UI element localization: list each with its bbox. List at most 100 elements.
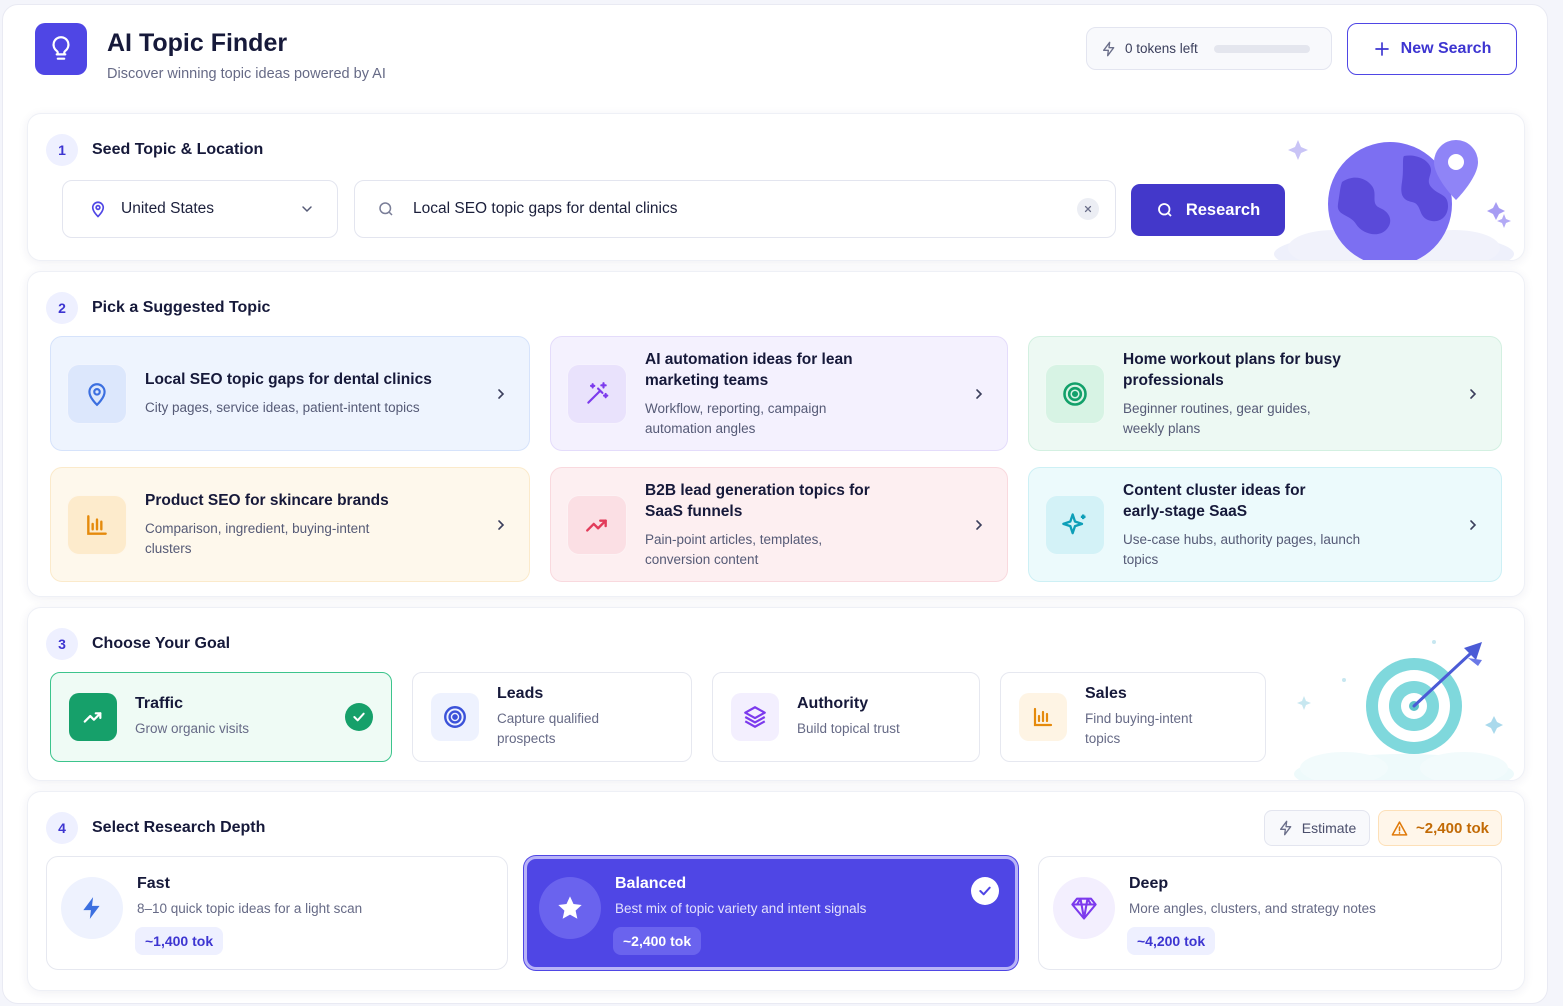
target-icon	[1063, 381, 1087, 406]
warning-icon	[1391, 820, 1408, 836]
lightning-icon	[83, 897, 100, 919]
topic-card[interactable]: B2B lead generation topics for SaaS funn…	[550, 467, 1008, 582]
globe-illustration	[1274, 140, 1514, 260]
topic-card[interactable]: Content cluster ideas for early-stage Sa…	[1028, 467, 1502, 582]
depth-token-cost: ~4,200 tok	[1127, 927, 1216, 955]
goal-description: Build topical trust	[797, 721, 900, 736]
goal-title: Leads	[497, 685, 544, 702]
topic-title: Product SEO for skincare brands	[145, 492, 389, 509]
selected-check	[971, 877, 999, 905]
depth-token-cost: ~2,400 tok	[613, 927, 702, 955]
step-number: 1	[46, 134, 78, 166]
location-value: United States	[121, 200, 215, 217]
topic-title: B2B lead generation topics for SaaS funn…	[645, 481, 870, 520]
step-title: Pick a Suggested Topic	[92, 299, 271, 316]
topic-title: AI automation ideas for lean marketing t…	[645, 350, 853, 389]
topic-description: Beginner routines, gear guides, weekly p…	[1123, 400, 1311, 436]
goal-card-traffic[interactable]: Traffic Grow organic visits	[50, 672, 392, 762]
research-depth-section: 4 Select Research Depth Estimate ~2,400 …	[27, 791, 1525, 991]
topic-description: Workflow, reporting, campaign automation…	[645, 400, 827, 436]
search-icon	[379, 202, 393, 216]
goal-card-leads[interactable]: Leads Capture qualified prospects	[412, 672, 692, 762]
new-search-button[interactable]: New Search	[1347, 23, 1517, 75]
depth-title: Balanced	[615, 875, 687, 892]
depth-description: More angles, clusters, and strategy note…	[1129, 901, 1376, 916]
lightning-icon	[1279, 820, 1292, 836]
close-icon	[1084, 205, 1092, 213]
app-title: AI Topic Finder	[107, 29, 288, 57]
lightning-icon	[1103, 41, 1115, 56]
trending-up-icon	[586, 518, 607, 532]
app-subtitle: Discover winning topic ideas powered by …	[107, 66, 386, 82]
step-number: 2	[46, 292, 78, 324]
app-logo	[35, 23, 87, 75]
search-icon	[1157, 203, 1172, 217]
topic-title: Content cluster ideas for early-stage Sa…	[1123, 481, 1306, 520]
goal-description: Grow organic visits	[135, 721, 250, 736]
topic-description: City pages, service ideas, patient-inten…	[145, 400, 420, 415]
topic-card[interactable]: Product SEO for skincare brands Comparis…	[50, 467, 530, 582]
goal-card-sales[interactable]: Sales Find buying-intent topics	[1000, 672, 1266, 762]
new-search-label: New Search	[1400, 40, 1492, 57]
check-icon	[353, 712, 365, 722]
map-pin-icon	[88, 382, 106, 406]
tokens-label: 0 tokens left	[1125, 41, 1198, 56]
chevron-down-icon	[302, 206, 312, 213]
goal-section: 3 Choose Your Goal Traffic Grow organic …	[27, 607, 1525, 781]
magic-wand-icon	[587, 381, 609, 404]
chevron-right-icon	[976, 388, 983, 399]
topic-card[interactable]: Home workout plans for busy professional…	[1028, 336, 1502, 451]
depth-card-fast[interactable]: Fast 8–10 quick topic ideas for a light …	[46, 856, 508, 970]
depth-description: 8–10 quick topic ideas for a light scan	[137, 901, 363, 916]
diamond-icon	[1071, 897, 1097, 920]
depth-token-cost: ~1,400 tok	[135, 927, 224, 955]
topic-description: Comparison, ingredient, buying-intent cl…	[145, 521, 370, 556]
topic-description: Pain-point articles, templates, conversi…	[645, 531, 823, 567]
research-button[interactable]: Research	[1131, 184, 1285, 236]
target-icon	[444, 706, 466, 728]
tokens-progress-bar	[1213, 44, 1310, 53]
depth-card-deep[interactable]: Deep More angles, clusters, and strategy…	[1038, 856, 1502, 970]
trending-up-icon	[83, 712, 102, 723]
seed-topic-search	[354, 180, 1116, 238]
goal-title: Sales	[1085, 685, 1127, 702]
seed-topic-input[interactable]	[413, 200, 1077, 218]
check-icon	[979, 886, 991, 896]
chevron-right-icon	[1470, 388, 1477, 399]
target-illustration	[1294, 640, 1514, 780]
goal-title: Traffic	[135, 695, 184, 712]
location-select[interactable]: United States	[62, 180, 338, 238]
clear-search-button[interactable]	[1077, 198, 1099, 220]
depth-title: Fast	[137, 875, 170, 892]
chevron-right-icon	[1470, 519, 1477, 530]
bar-chart-icon	[87, 514, 107, 535]
depth-card-balanced[interactable]: Balanced Best mix of topic variety and i…	[524, 856, 1018, 970]
estimate-value-pill: ~2,400 tok	[1378, 810, 1502, 846]
chevron-right-icon	[498, 519, 505, 530]
topic-title: Local SEO topic gaps for dental clinics	[145, 371, 432, 388]
step-title: Seed Topic & Location	[92, 141, 264, 158]
depth-title: Deep	[1129, 875, 1169, 892]
step-title: Choose Your Goal	[92, 635, 231, 652]
chevron-right-icon	[976, 519, 983, 530]
suggested-topics-section: 2 Pick a Suggested Topic Local SEO topic…	[27, 271, 1525, 597]
topic-description: Use-case hubs, authority pages, launch t…	[1123, 531, 1361, 567]
bar-chart-icon	[1033, 707, 1053, 727]
star-icon	[558, 896, 582, 919]
seed-topic-section: 1 Seed Topic & Location United States Re…	[27, 113, 1525, 261]
goal-card-authority[interactable]: Authority Build topical trust	[712, 672, 980, 762]
app-window: AI Topic Finder Discover winning topic i…	[2, 4, 1548, 1004]
topic-title: Home workout plans for busy professional…	[1123, 350, 1341, 389]
estimate-label: Estimate	[1301, 820, 1357, 836]
tokens-remaining: 0 tokens left	[1086, 27, 1332, 70]
step-title: Select Research Depth	[92, 819, 266, 836]
step-number: 3	[46, 628, 78, 660]
goal-title: Authority	[797, 695, 869, 712]
topic-card[interactable]: Local SEO topic gaps for dental clinics …	[50, 336, 530, 451]
chevron-right-icon	[498, 388, 505, 399]
step-number: 4	[46, 812, 78, 844]
topic-card[interactable]: AI automation ideas for lean marketing t…	[550, 336, 1008, 451]
estimate-pill: Estimate	[1264, 810, 1370, 846]
goal-description: Capture qualified prospects	[497, 711, 600, 746]
plus-icon	[1374, 42, 1389, 56]
